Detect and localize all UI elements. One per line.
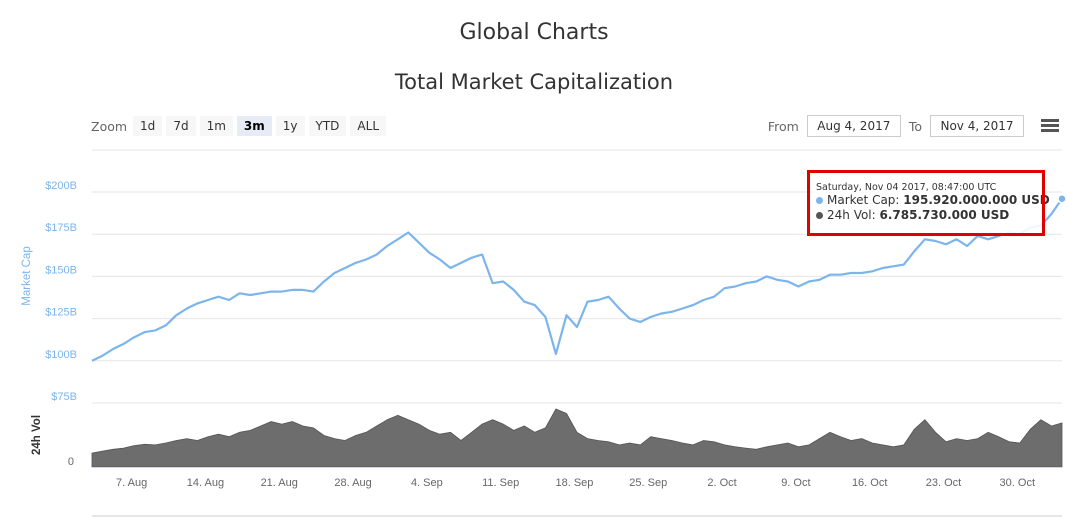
y-tick-label: $75B: [51, 391, 77, 403]
y-tick-label: $200B: [45, 180, 77, 192]
x-tick-label: 7. Aug: [116, 477, 147, 489]
tooltip-vol-label: 24h Vol:: [827, 208, 876, 222]
market-cap-dot-icon: [816, 197, 823, 204]
x-tick-label: 23. Oct: [926, 477, 961, 489]
zoom-button-1d[interactable]: 1d: [133, 116, 163, 136]
hamburger-menu-icon[interactable]: [1041, 119, 1059, 133]
market-cap-line: [91, 198, 1063, 362]
y-tick-label: $175B: [45, 222, 77, 234]
market-cap-hover-point: [1057, 194, 1067, 204]
tooltip-volume: 24h Vol: 6.785.730.000 USD: [812, 208, 1044, 223]
to-label: To: [908, 118, 922, 134]
y-tick-label: $150B: [45, 264, 77, 276]
y-tick-label: $125B: [45, 307, 77, 319]
zoom-button-1m[interactable]: 1m: [199, 116, 233, 136]
chart-tooltip: Saturday, Nov 04 2017, 08:47:00 UTC Mark…: [812, 178, 1050, 234]
zoom-label: Zoom: [91, 118, 128, 134]
x-tick-label: 11. Sep: [482, 477, 519, 489]
y-axis-title: Market Cap: [21, 246, 33, 305]
volume-dot-icon: [816, 212, 823, 219]
y-tick-label: $100B: [45, 349, 77, 361]
x-tick-label: 30. Oct: [1000, 477, 1035, 489]
x-tick-label: 16. Oct: [852, 477, 887, 489]
tooltip-market-cap: Market Cap: 195.920.000.000 USD: [812, 193, 1050, 208]
x-tick-label: 4. Sep: [411, 477, 443, 489]
zoom-button-3m[interactable]: 3m: [236, 116, 272, 136]
x-tick-label: 18. Sep: [555, 477, 593, 489]
y2-axis-title: 24h Vol: [31, 415, 43, 455]
date-range: From Aug 4, 2017 To Nov 4, 2017: [760, 115, 1024, 137]
volume-area: [91, 408, 1063, 468]
x-tick-label: 14. Aug: [187, 477, 224, 489]
x-tick-label: 21. Aug: [261, 477, 298, 489]
tooltip-date: Saturday, Nov 04 2017, 08:47:00 UTC: [816, 182, 997, 193]
zoom-button-all[interactable]: ALL: [350, 116, 387, 136]
zoom-controls: Zoom 1d 7d 1m 3m 1y YTD ALL: [91, 116, 390, 136]
zoom-button-1y[interactable]: 1y: [275, 116, 305, 136]
x-tick-label: 9. Oct: [781, 477, 810, 489]
tooltip-vol-value: 6.785.730.000 USD: [879, 208, 1010, 222]
from-label: From: [767, 118, 799, 134]
vol-tick-label: 0: [68, 456, 74, 468]
zoom-button-ytd[interactable]: YTD: [308, 116, 347, 136]
page-title: Global Charts: [459, 20, 609, 45]
tooltip-market-cap-label: Market Cap:: [827, 193, 900, 207]
to-date-input[interactable]: Nov 4, 2017: [930, 115, 1024, 137]
from-date-input[interactable]: Aug 4, 2017: [806, 115, 901, 137]
x-tick-label: 2. Oct: [707, 477, 736, 489]
zoom-button-7d[interactable]: 7d: [166, 116, 196, 136]
chart-title: Total Market Capitalization: [394, 70, 674, 94]
tooltip-highlight-box: [807, 170, 1045, 236]
x-tick-label: 25. Sep: [629, 477, 667, 489]
tooltip-market-cap-value: 195.920.000.000 USD: [903, 193, 1050, 207]
x-tick-label: 28. Aug: [334, 477, 371, 489]
